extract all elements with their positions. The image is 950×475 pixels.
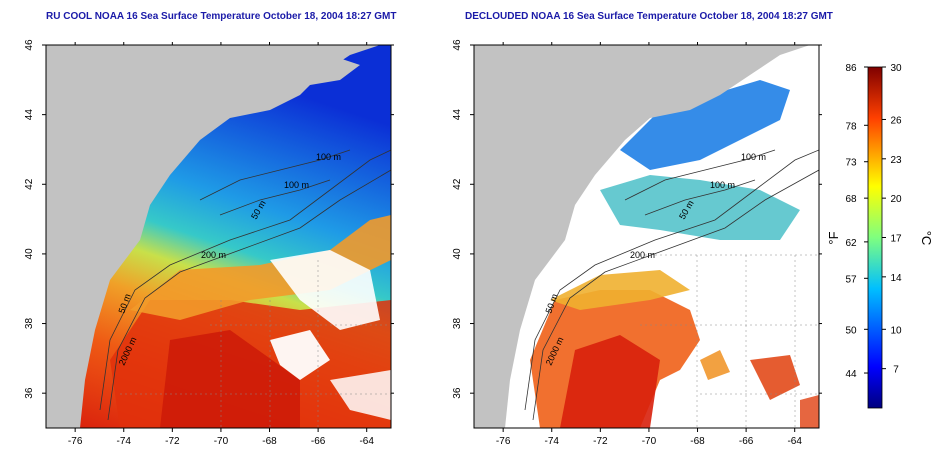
- celsius-tick-label: 23: [890, 155, 902, 166]
- isobath-label-200m: 200 m: [630, 250, 655, 260]
- x-tick-label: -76: [68, 436, 83, 447]
- fahrenheit-tick-label: 62: [845, 238, 857, 249]
- x-tick-label: -76: [496, 436, 511, 447]
- colorbar-gradient: [867, 66, 883, 409]
- y-tick-label: 36: [452, 387, 463, 399]
- x-tick-label: -70: [214, 436, 229, 447]
- isobath-label-200m: 200 m: [201, 250, 226, 260]
- temperature-colorbar: 30 26 23 20 17 14 10 7 86 78 73 68 62 57 50 44 °F °C: [826, 63, 934, 409]
- x-tick-label: -74: [545, 436, 560, 447]
- y-tick-label: 38: [24, 318, 35, 330]
- isobath-label-100m-b: 100 m: [710, 180, 735, 190]
- y-tick-label: 46: [452, 39, 463, 51]
- x-tick-label: -68: [690, 436, 705, 447]
- left-map-frame: [45, 44, 392, 429]
- fahrenheit-tick-label: 57: [845, 274, 857, 285]
- x-tick-label: -64: [787, 436, 802, 447]
- fahrenheit-tick-label: 78: [845, 121, 857, 132]
- y-tick-label: 42: [452, 178, 463, 190]
- right-map-panel: 100 m 100 m 50 m 200 m 50 m 2000 m -76 -7…: [452, 39, 822, 447]
- y-tick-label: 36: [24, 387, 35, 399]
- celsius-tick-label: 20: [890, 194, 902, 205]
- fahrenheit-tick-label: 73: [845, 158, 857, 169]
- celsius-tick-label: 14: [890, 273, 902, 284]
- y-tick-label: 42: [24, 178, 35, 190]
- isobath-contours: [524, 149, 819, 421]
- land-mass: [474, 45, 810, 428]
- x-tick-label: -72: [593, 436, 608, 447]
- y-tick-label: 38: [452, 318, 463, 330]
- celsius-tick-label: 10: [890, 325, 902, 336]
- x-tick-label: -74: [117, 436, 132, 447]
- isobath-label-100m-b: 100 m: [284, 180, 309, 190]
- x-tick-label: -64: [359, 436, 374, 447]
- cloud-patches: [270, 250, 380, 330]
- isobath-label-100m-a: 100 m: [741, 152, 766, 162]
- lat-lon-grid: [120, 260, 391, 428]
- right-map-title: DECLOUDED NOAA 16 Sea Surface Temperatur…: [465, 11, 833, 22]
- x-tick-label: -70: [642, 436, 657, 447]
- lat-lon-grid: [640, 254, 819, 428]
- x-tick-label: -66: [739, 436, 754, 447]
- celsius-tick-label: 30: [890, 63, 902, 74]
- isobath-label-100m-a: 100 m: [316, 152, 341, 162]
- fahrenheit-tick-label: 50: [845, 325, 857, 336]
- y-tick-label: 46: [24, 39, 35, 51]
- fahrenheit-tick-label: 44: [845, 369, 857, 380]
- left-map-panel: 100 m 100 m 50 m 200 m 50 m 2000 m -76 -7…: [24, 39, 394, 447]
- x-tick-label: -68: [262, 436, 277, 447]
- y-tick-label: 44: [452, 109, 463, 121]
- y-tick-label: 44: [24, 109, 35, 121]
- celsius-tick-label: 17: [890, 234, 902, 245]
- x-tick-label: -66: [311, 436, 326, 447]
- y-tick-label: 40: [452, 248, 463, 260]
- celsius-tick-label: 26: [890, 115, 902, 126]
- left-map-title: RU COOL NOAA 16 Sea Surface Temperature …: [46, 11, 397, 22]
- fahrenheit-unit-label: °F: [826, 231, 841, 244]
- y-tick-label: 40: [24, 248, 35, 260]
- right-map-frame: [473, 44, 820, 429]
- sst-field-cold: [620, 80, 790, 170]
- isobath-contours: [99, 149, 391, 421]
- celsius-tick-label: 7: [893, 365, 899, 376]
- land-mass: [46, 45, 380, 428]
- celsius-unit-label: °C: [919, 231, 934, 246]
- x-tick-label: -72: [165, 436, 180, 447]
- fahrenheit-tick-label: 68: [845, 194, 857, 205]
- fahrenheit-tick-label: 86: [845, 63, 857, 74]
